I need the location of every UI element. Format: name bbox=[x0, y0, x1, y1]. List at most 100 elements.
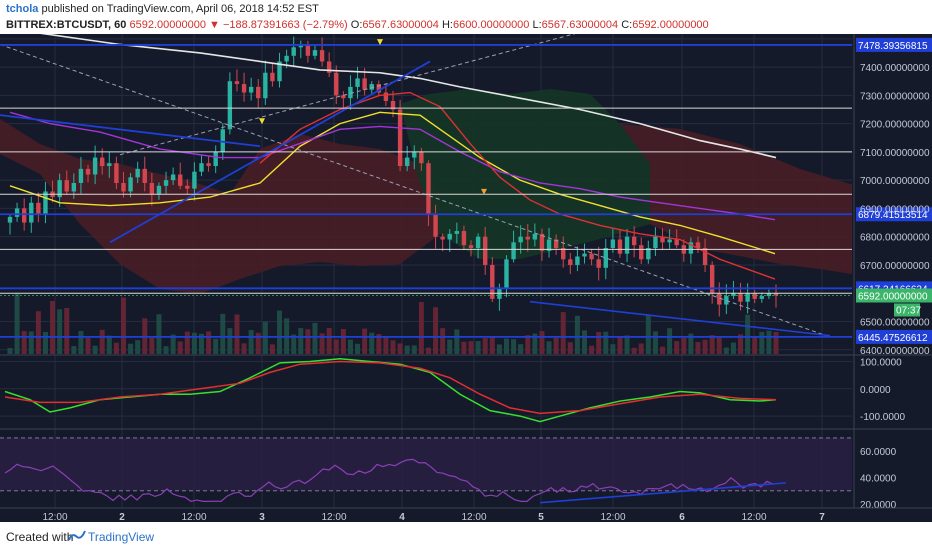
tradingview-brand[interactable]: TradingView bbox=[88, 530, 155, 544]
candle-body bbox=[738, 293, 743, 302]
candle-body bbox=[440, 236, 445, 240]
volume-bar bbox=[433, 307, 439, 354]
volume-bar bbox=[305, 329, 311, 354]
volume-bar bbox=[248, 330, 254, 354]
candle-body bbox=[433, 214, 438, 237]
last-price: 6592.00000000 bbox=[129, 19, 206, 31]
candle-body bbox=[355, 78, 360, 87]
level-price-tag bbox=[856, 329, 932, 344]
author-name[interactable]: tchola bbox=[6, 3, 39, 15]
candle-body bbox=[71, 182, 77, 192]
volume-bar bbox=[106, 335, 112, 354]
last-price-tag bbox=[856, 288, 932, 303]
candle-body bbox=[546, 239, 552, 251]
volume-bar bbox=[298, 328, 304, 354]
volume-bar bbox=[738, 334, 744, 354]
volume-bar bbox=[496, 344, 502, 354]
low-label: L: bbox=[532, 19, 542, 31]
candle-body bbox=[511, 242, 516, 260]
volume-bar bbox=[525, 335, 531, 354]
candle-body bbox=[248, 86, 254, 93]
volume-bar bbox=[709, 335, 715, 354]
x-axis-label: 6 bbox=[679, 512, 685, 522]
x-axis-label: 12:00 bbox=[461, 512, 486, 522]
candle-body bbox=[553, 239, 559, 248]
price-axis-label: 6900.00000000 bbox=[860, 204, 930, 215]
volume-bar bbox=[454, 329, 460, 354]
osc-axis-label: -100.0000 bbox=[860, 412, 905, 423]
volume-bar bbox=[220, 313, 226, 354]
osc-axis-label: 100.0000 bbox=[860, 357, 902, 368]
candle-body bbox=[589, 253, 594, 260]
candle-body bbox=[156, 185, 162, 195]
volume-bar bbox=[78, 330, 84, 354]
high-label: H: bbox=[441, 19, 453, 31]
volume-bar bbox=[255, 332, 261, 354]
volume-bar bbox=[511, 339, 517, 354]
price-chart[interactable]: 7478.393568156879.415135146617.341666346… bbox=[0, 34, 932, 522]
volume-bar bbox=[574, 315, 580, 354]
rsi-band-fill bbox=[0, 437, 852, 491]
price-axis-label: 6500.00000000 bbox=[860, 317, 930, 328]
candle-body bbox=[64, 180, 69, 192]
volume-bar bbox=[262, 321, 268, 354]
signal-triangle-icon bbox=[377, 39, 383, 46]
rsi-line bbox=[4, 458, 774, 503]
volume-bar bbox=[113, 342, 119, 354]
ma-purple-line bbox=[9, 111, 776, 221]
candle-body bbox=[29, 202, 34, 223]
volume-bar bbox=[766, 330, 772, 354]
candle-body bbox=[241, 84, 247, 93]
signal-triangle-icon bbox=[481, 188, 487, 195]
volume-bar bbox=[170, 334, 176, 354]
candle-body bbox=[532, 233, 538, 240]
candle-body bbox=[234, 81, 240, 85]
price-axis-label: 7300.00000000 bbox=[860, 91, 930, 102]
level-price-label: 7478.39356815 bbox=[858, 41, 928, 52]
candle-body bbox=[263, 72, 268, 99]
volume-bar bbox=[539, 331, 545, 354]
candle-body bbox=[426, 163, 431, 215]
volume-bar bbox=[397, 343, 403, 354]
volume-bar bbox=[411, 345, 417, 354]
chart-header: tchola published on TradingView.com, Apr… bbox=[0, 0, 932, 34]
volume-bar bbox=[85, 337, 91, 354]
rsi-trendline-blue bbox=[539, 482, 787, 504]
rsi-axis-label: 20.0000 bbox=[860, 500, 897, 511]
volume-bar bbox=[333, 339, 339, 354]
symbol-name[interactable]: BITTREX:BTCUSDT, 60 bbox=[6, 19, 127, 31]
volume-bar bbox=[35, 311, 41, 354]
candle-body bbox=[731, 293, 736, 297]
volume-bar bbox=[21, 331, 27, 354]
volume-bar bbox=[759, 331, 765, 354]
candle-body bbox=[404, 157, 410, 167]
candle-body bbox=[7, 216, 13, 223]
candle-body bbox=[163, 180, 169, 186]
volume-bar bbox=[652, 331, 658, 354]
candle-body bbox=[326, 61, 332, 73]
level-price-label: 6879.41513514 bbox=[858, 210, 928, 221]
candle-body bbox=[709, 264, 715, 294]
x-axis-label: 7 bbox=[819, 512, 825, 522]
candle-body bbox=[646, 248, 651, 260]
volume-bar bbox=[674, 341, 680, 354]
candle-body bbox=[568, 259, 573, 265]
candle-body bbox=[227, 81, 233, 130]
volume-bar bbox=[362, 328, 368, 354]
trendline-dashed bbox=[0, 44, 827, 337]
level-price-tag bbox=[856, 37, 932, 52]
candle-body bbox=[270, 72, 275, 82]
candle-body bbox=[383, 92, 389, 102]
candle-body bbox=[461, 231, 467, 246]
candle-body bbox=[660, 236, 665, 243]
candle-body bbox=[213, 151, 218, 167]
candle-body bbox=[688, 242, 694, 254]
candle-body bbox=[447, 233, 452, 240]
volume-bar bbox=[475, 340, 481, 354]
candle-body bbox=[85, 168, 91, 175]
ichimoku-cloud-green bbox=[400, 89, 650, 259]
osc-axis-label: 0.0000 bbox=[860, 385, 891, 396]
price-axis-label: 7200.00000000 bbox=[860, 120, 930, 131]
volume-bar bbox=[277, 310, 283, 354]
price-axis-label: 7000.00000000 bbox=[860, 176, 930, 187]
